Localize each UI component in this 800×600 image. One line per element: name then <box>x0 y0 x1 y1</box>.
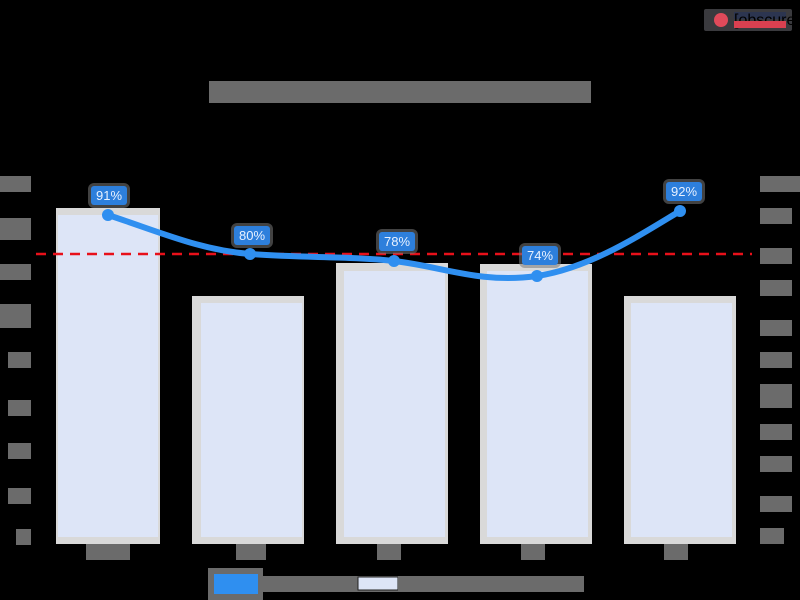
logo-icon <box>714 13 728 27</box>
bar-5 <box>624 296 736 544</box>
x-axis <box>86 544 688 560</box>
data-label-4: 74% <box>522 246 559 265</box>
data-label-3: 78% <box>379 232 416 251</box>
data-label-1: 91% <box>91 186 128 205</box>
logo-subtext <box>734 21 786 28</box>
bar-series <box>56 208 736 544</box>
line-markers <box>102 205 686 282</box>
right-axis <box>760 176 800 544</box>
bar-2 <box>192 296 304 544</box>
bar-1 <box>56 208 160 544</box>
chart-title: [obscured] <box>209 81 591 103</box>
data-label-2: 80% <box>234 226 271 245</box>
data-label-5: 92% <box>666 182 703 201</box>
legend <box>208 568 584 600</box>
left-axis <box>0 176 31 545</box>
brand-logo: [obscured] <box>704 9 800 31</box>
bar-3 <box>336 263 448 544</box>
bar-4 <box>480 264 592 544</box>
